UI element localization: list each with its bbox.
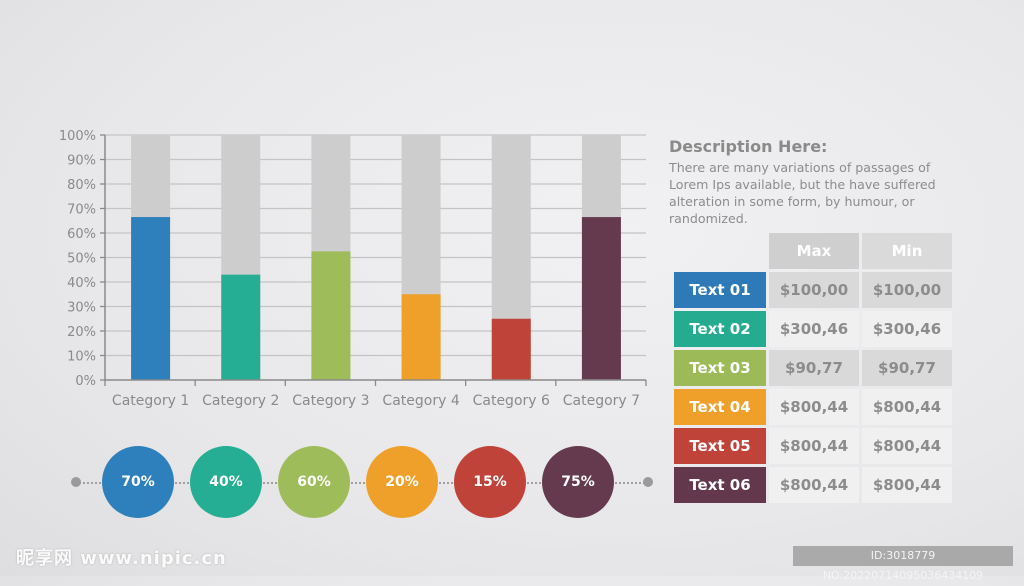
bar [401, 294, 441, 380]
table-row: Text 04 $800,44 $800,44 [674, 389, 952, 425]
chart-axes [100, 134, 647, 386]
table-row: Text 03 $90,77 $90,77 [674, 350, 952, 386]
y-tick-label: 40% [67, 276, 96, 291]
percent-circle: 60% [278, 446, 350, 518]
y-tick-label: 20% [67, 325, 96, 340]
header-blank [674, 233, 766, 269]
y-tick-label: 60% [67, 227, 96, 242]
row-label: Text 06 [674, 467, 766, 503]
row-label: Text 03 [674, 350, 766, 386]
chart-bars [131, 135, 621, 380]
timeline-end-dot [643, 477, 653, 487]
y-tick-label: 100% [59, 129, 96, 144]
percent-circle: 70% [102, 446, 174, 518]
row-min-value: $90,77 [862, 350, 952, 386]
row-label: Text 04 [674, 389, 766, 425]
row-min-value: $800,44 [862, 389, 952, 425]
chart-grid [105, 134, 646, 357]
x-category-label: Category 4 [382, 393, 459, 409]
table-row: Text 02 $300,46 $300,46 [674, 311, 952, 347]
chart-labels: 0% 10% 20% 30% 40% 50% 60% 70% 80% 90% 100% Categor… [59, 129, 640, 409]
row-label: Text 02 [674, 311, 766, 347]
row-max-value: $800,44 [769, 389, 859, 425]
header-max: Max [769, 233, 859, 269]
row-max-value: $800,44 [769, 428, 859, 464]
y-tick-label: 10% [67, 350, 96, 365]
row-min-value: $100,00 [862, 272, 952, 308]
table-row: Text 06 $800,44 $800,44 [674, 467, 952, 503]
bar [131, 217, 171, 380]
percent-circle: 20% [366, 446, 438, 518]
bar [221, 274, 261, 380]
table-row: Text 01 $100,00 $100,00 [674, 272, 952, 308]
y-tick-label: 90% [67, 154, 96, 169]
row-min-value: $800,44 [862, 428, 952, 464]
percent-circle: 15% [454, 446, 526, 518]
row-max-value: $90,77 [769, 350, 859, 386]
description-body: There are many variations of passages of… [669, 160, 936, 226]
bar [311, 251, 351, 380]
row-label: Text 05 [674, 428, 766, 464]
x-category-label: Category 6 [473, 393, 550, 409]
bar [581, 217, 621, 380]
row-min-value: $800,44 [862, 467, 952, 503]
x-category-label: Category 2 [202, 393, 279, 409]
y-tick-label: 70% [67, 203, 96, 218]
row-max-value: $100,00 [769, 272, 859, 308]
timeline-line [76, 482, 649, 484]
table-row: Text 05 $800,44 $800,44 [674, 428, 952, 464]
y-tick-label: 50% [67, 252, 96, 267]
row-max-value: $300,46 [769, 311, 859, 347]
x-category-label: Category 3 [292, 393, 369, 409]
description-title: Description Here: [669, 137, 828, 156]
header-min: Min [862, 233, 952, 269]
y-tick-label: 0% [75, 374, 96, 389]
percent-circle: 40% [190, 446, 262, 518]
y-tick-label: 30% [67, 301, 96, 316]
percent-circle: 75% [542, 446, 614, 518]
values-table: Max Min Text 01 $100,00 $100,00 Text 02 $300… [671, 230, 955, 506]
watermark-logo: 昵享网 www.nipic.cn [16, 548, 227, 569]
row-label: Text 01 [674, 272, 766, 308]
watermark-id: ID:3018779 NO:20220714095036434109 [793, 546, 1013, 582]
row-min-value: $300,46 [862, 311, 952, 347]
x-category-label: Category 1 [112, 393, 189, 409]
bar [491, 318, 531, 380]
x-category-label: Category 7 [563, 393, 640, 409]
y-tick-label: 80% [67, 178, 96, 193]
timeline-start-dot [71, 477, 81, 487]
description-block: Description Here: There are many variati… [669, 137, 969, 227]
table-header-row: Max Min [674, 233, 952, 269]
row-max-value: $800,44 [769, 467, 859, 503]
